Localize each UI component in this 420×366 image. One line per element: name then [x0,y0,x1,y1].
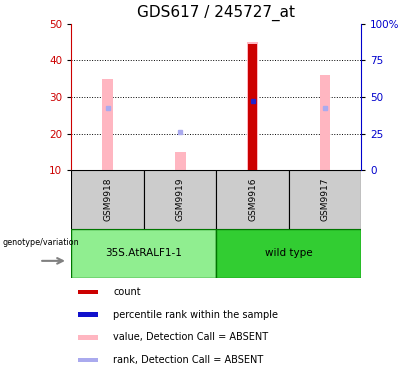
Text: value, Detection Call = ABSENT: value, Detection Call = ABSENT [113,332,268,342]
Text: genotype/variation: genotype/variation [3,238,79,247]
Text: rank, Detection Call = ABSENT: rank, Detection Call = ABSENT [113,355,263,365]
Text: GSM9916: GSM9916 [248,178,257,221]
Bar [144,170,216,229]
Bar [247,42,258,170]
Bar [289,170,361,229]
Bar [216,229,361,278]
Bar [71,229,216,278]
Bar [320,75,331,170]
Bar [216,170,289,229]
Bar [79,290,97,294]
Bar [79,335,97,340]
Bar [79,358,97,362]
Text: count: count [113,287,141,297]
Bar [175,152,186,170]
Text: percentile rank within the sample: percentile rank within the sample [113,310,278,320]
Bar [79,312,97,317]
Text: wild type: wild type [265,249,312,258]
Bar [102,79,113,170]
Text: GSM9917: GSM9917 [320,178,329,221]
Text: GSM9918: GSM9918 [103,178,112,221]
Text: 35S.AtRALF1-1: 35S.AtRALF1-1 [105,249,182,258]
Title: GDS617 / 245727_at: GDS617 / 245727_at [137,5,295,21]
Bar [71,170,144,229]
Bar [249,44,257,170]
Text: GSM9919: GSM9919 [176,178,184,221]
